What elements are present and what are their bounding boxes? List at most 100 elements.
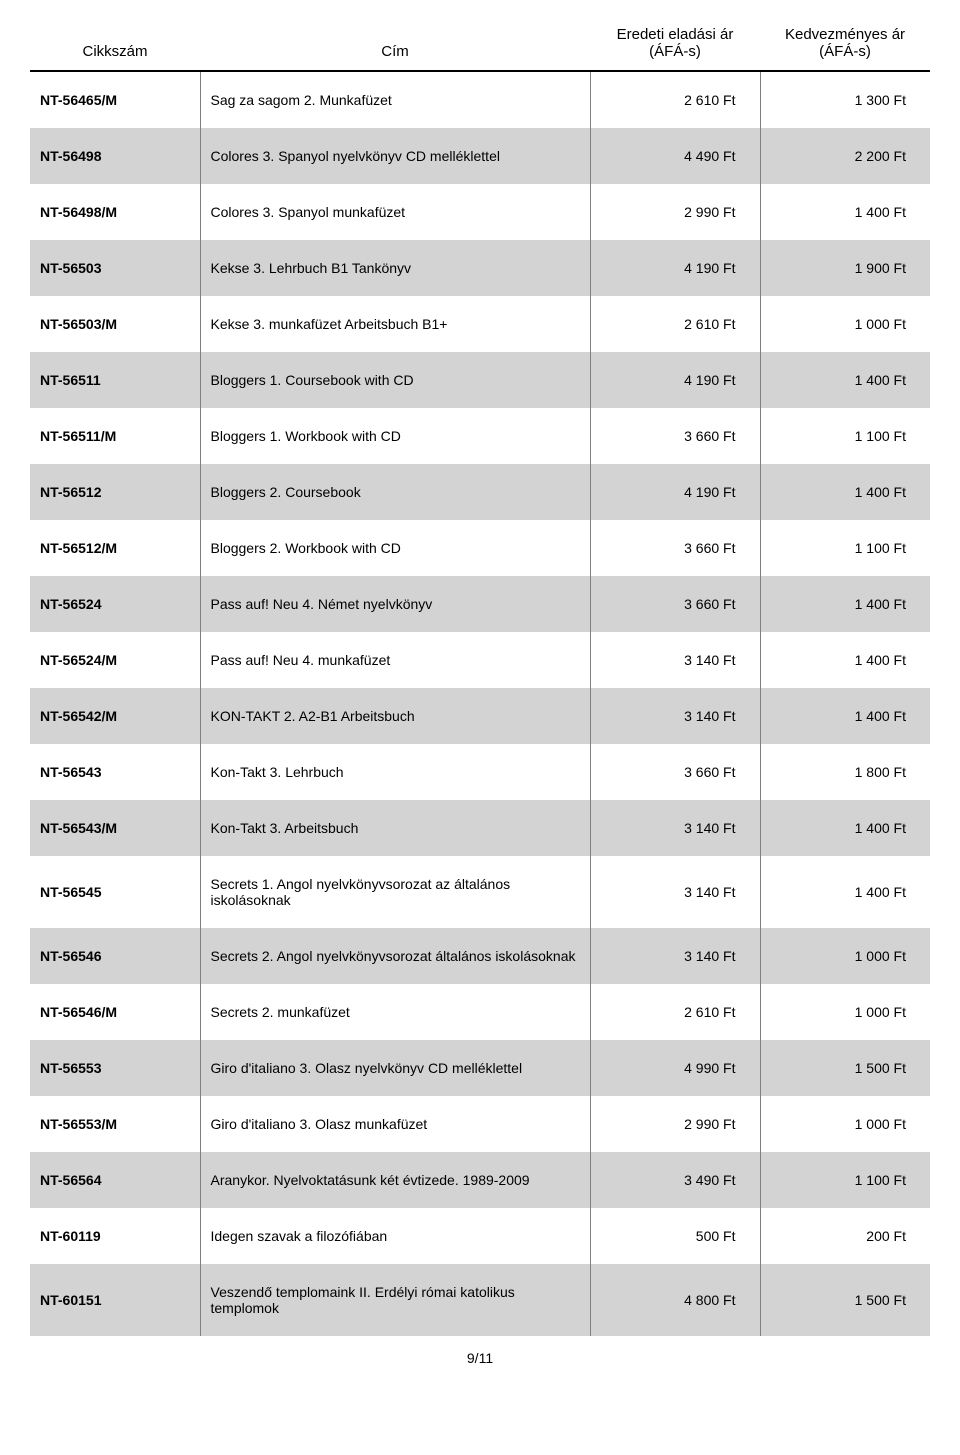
cell-discount-price: 2 200 Ft <box>760 128 930 184</box>
cell-title: Bloggers 2. Coursebook <box>200 464 590 520</box>
cell-discount-price: 1 400 Ft <box>760 856 930 928</box>
cell-original-price: 3 660 Ft <box>590 408 760 464</box>
cell-original-price: 3 660 Ft <box>590 520 760 576</box>
cell-discount-price: 1 100 Ft <box>760 1152 930 1208</box>
cell-code: NT-56543 <box>30 744 200 800</box>
price-table: Cikkszám Cím Eredeti eladási ár (ÁFÁ-s) … <box>30 20 930 1336</box>
cell-discount-price: 1 400 Ft <box>760 688 930 744</box>
cell-original-price: 2 610 Ft <box>590 984 760 1040</box>
cell-original-price: 4 190 Ft <box>590 352 760 408</box>
table-row: NT-56542/MKON-TAKT 2. A2-B1 Arbeitsbuch3… <box>30 688 930 744</box>
table-row: NT-56512Bloggers 2. Coursebook4 190 Ft1 … <box>30 464 930 520</box>
page-footer: 9/11 <box>30 1336 930 1366</box>
cell-original-price: 2 990 Ft <box>590 1096 760 1152</box>
col-header-disc-line2: (ÁFÁ-s) <box>768 43 922 60</box>
cell-title: Kekse 3. munkafüzet Arbeitsbuch B1+ <box>200 296 590 352</box>
cell-code: NT-56512 <box>30 464 200 520</box>
cell-original-price: 3 660 Ft <box>590 744 760 800</box>
cell-code: NT-56511/M <box>30 408 200 464</box>
col-header-orig: Eredeti eladási ár (ÁFÁ-s) <box>590 20 760 71</box>
table-row: NT-56511Bloggers 1. Coursebook with CD4 … <box>30 352 930 408</box>
cell-code: NT-56511 <box>30 352 200 408</box>
cell-code: NT-56553/M <box>30 1096 200 1152</box>
cell-original-price: 4 190 Ft <box>590 240 760 296</box>
cell-original-price: 3 660 Ft <box>590 576 760 632</box>
cell-code: NT-56553 <box>30 1040 200 1096</box>
cell-code: NT-60151 <box>30 1264 200 1336</box>
cell-title: Secrets 2. munkafüzet <box>200 984 590 1040</box>
cell-original-price: 2 610 Ft <box>590 71 760 128</box>
cell-original-price: 4 800 Ft <box>590 1264 760 1336</box>
cell-discount-price: 1 000 Ft <box>760 984 930 1040</box>
cell-title: Colores 3. Spanyol nyelvkönyv CD mellékl… <box>200 128 590 184</box>
cell-title: Idegen szavak a filozófiában <box>200 1208 590 1264</box>
table-row: NT-56465/MSag za sagom 2. Munkafüzet2 61… <box>30 71 930 128</box>
table-row: NT-56511/MBloggers 1. Workbook with CD3 … <box>30 408 930 464</box>
cell-original-price: 3 140 Ft <box>590 800 760 856</box>
cell-discount-price: 1 400 Ft <box>760 576 930 632</box>
cell-code: NT-56503 <box>30 240 200 296</box>
col-header-disc: Kedvezményes ár (ÁFÁ-s) <box>760 20 930 71</box>
table-row: NT-56543/MKon-Takt 3. Arbeitsbuch3 140 F… <box>30 800 930 856</box>
cell-original-price: 3 140 Ft <box>590 688 760 744</box>
table-row: NT-56498/MColores 3. Spanyol munkafüzet2… <box>30 184 930 240</box>
cell-title: Aranykor. Nyelvoktatásunk két évtizede. … <box>200 1152 590 1208</box>
cell-title: KON-TAKT 2. A2-B1 Arbeitsbuch <box>200 688 590 744</box>
cell-discount-price: 1 500 Ft <box>760 1040 930 1096</box>
cell-code: NT-56564 <box>30 1152 200 1208</box>
cell-discount-price: 1 100 Ft <box>760 520 930 576</box>
cell-code: NT-56543/M <box>30 800 200 856</box>
cell-title: Giro d'italiano 3. Olasz munkafüzet <box>200 1096 590 1152</box>
col-header-orig-line1: Eredeti eladási ár <box>598 26 752 43</box>
cell-discount-price: 1 000 Ft <box>760 928 930 984</box>
cell-title: Kekse 3. Lehrbuch B1 Tankönyv <box>200 240 590 296</box>
table-row: NT-56546/MSecrets 2. munkafüzet2 610 Ft1… <box>30 984 930 1040</box>
col-header-orig-line2: (ÁFÁ-s) <box>598 43 752 60</box>
cell-original-price: 4 990 Ft <box>590 1040 760 1096</box>
cell-code: NT-56542/M <box>30 688 200 744</box>
cell-code: NT-56503/M <box>30 296 200 352</box>
cell-discount-price: 1 400 Ft <box>760 632 930 688</box>
table-row: NT-56553Giro d'italiano 3. Olasz nyelvkö… <box>30 1040 930 1096</box>
cell-original-price: 4 190 Ft <box>590 464 760 520</box>
table-row: NT-56524Pass auf! Neu 4. Német nyelvköny… <box>30 576 930 632</box>
cell-title: Veszendő templomaink II. Erdélyi római k… <box>200 1264 590 1336</box>
cell-discount-price: 1 900 Ft <box>760 240 930 296</box>
cell-title: Bloggers 2. Workbook with CD <box>200 520 590 576</box>
cell-discount-price: 1 500 Ft <box>760 1264 930 1336</box>
cell-title: Bloggers 1. Coursebook with CD <box>200 352 590 408</box>
cell-code: NT-56546/M <box>30 984 200 1040</box>
cell-title: Bloggers 1. Workbook with CD <box>200 408 590 464</box>
cell-code: NT-56512/M <box>30 520 200 576</box>
cell-original-price: 3 140 Ft <box>590 856 760 928</box>
cell-code: NT-56524/M <box>30 632 200 688</box>
table-row: NT-56553/MGiro d'italiano 3. Olasz munka… <box>30 1096 930 1152</box>
cell-title: Secrets 2. Angol nyelvkönyvsorozat által… <box>200 928 590 984</box>
cell-code: NT-56546 <box>30 928 200 984</box>
cell-original-price: 3 140 Ft <box>590 928 760 984</box>
cell-code: NT-56498 <box>30 128 200 184</box>
cell-discount-price: 1 400 Ft <box>760 184 930 240</box>
cell-title: Pass auf! Neu 4. Német nyelvkönyv <box>200 576 590 632</box>
table-row: NT-56545Secrets 1. Angol nyelvkönyvsoroz… <box>30 856 930 928</box>
cell-original-price: 3 140 Ft <box>590 632 760 688</box>
cell-discount-price: 1 800 Ft <box>760 744 930 800</box>
cell-original-price: 2 610 Ft <box>590 296 760 352</box>
cell-code: NT-56465/M <box>30 71 200 128</box>
cell-title: Kon-Takt 3. Lehrbuch <box>200 744 590 800</box>
cell-title: Pass auf! Neu 4. munkafüzet <box>200 632 590 688</box>
cell-discount-price: 1 400 Ft <box>760 352 930 408</box>
cell-discount-price: 1 100 Ft <box>760 408 930 464</box>
cell-code: NT-60119 <box>30 1208 200 1264</box>
cell-original-price: 500 Ft <box>590 1208 760 1264</box>
col-header-title: Cím <box>200 20 590 71</box>
cell-discount-price: 1 000 Ft <box>760 296 930 352</box>
cell-discount-price: 200 Ft <box>760 1208 930 1264</box>
table-row: NT-60119Idegen szavak a filozófiában500 … <box>30 1208 930 1264</box>
cell-title: Giro d'italiano 3. Olasz nyelvkönyv CD m… <box>200 1040 590 1096</box>
table-row: NT-56503/MKekse 3. munkafüzet Arbeitsbuc… <box>30 296 930 352</box>
cell-discount-price: 1 000 Ft <box>760 1096 930 1152</box>
cell-title: Secrets 1. Angol nyelvkönyvsorozat az ál… <box>200 856 590 928</box>
header-row: Cikkszám Cím Eredeti eladási ár (ÁFÁ-s) … <box>30 20 930 71</box>
cell-original-price: 2 990 Ft <box>590 184 760 240</box>
